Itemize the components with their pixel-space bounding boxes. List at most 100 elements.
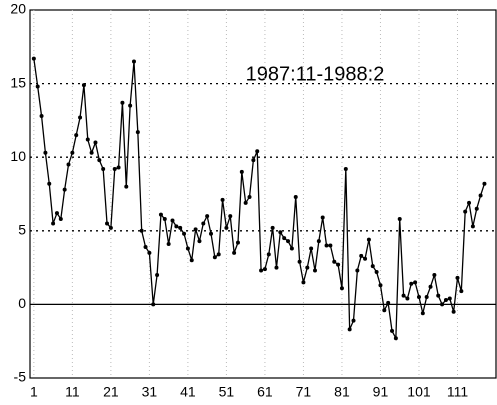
- marker: [182, 231, 187, 236]
- x-tick-label: 81: [334, 384, 350, 400]
- marker: [347, 327, 352, 332]
- marker: [131, 59, 136, 64]
- x-tick-label: 91: [373, 384, 389, 400]
- y-tick-label: -5: [14, 369, 27, 385]
- marker: [405, 296, 410, 301]
- marker: [416, 295, 421, 300]
- marker: [312, 268, 317, 273]
- marker: [309, 246, 314, 251]
- marker: [413, 280, 418, 285]
- x-tick-label: 101: [407, 384, 431, 400]
- marker: [108, 225, 113, 230]
- marker: [255, 149, 260, 154]
- marker: [239, 169, 244, 174]
- marker: [482, 181, 487, 186]
- marker: [143, 244, 148, 249]
- marker: [78, 115, 83, 120]
- marker: [128, 103, 133, 108]
- marker: [390, 328, 395, 333]
- marker: [197, 239, 202, 244]
- marker: [289, 246, 294, 251]
- marker: [81, 83, 86, 88]
- marker: [54, 211, 59, 216]
- marker: [216, 252, 221, 257]
- y-tick-label: 5: [18, 222, 26, 238]
- marker: [70, 150, 75, 155]
- line: [33, 58, 486, 341]
- marker: [409, 281, 414, 286]
- marker: [470, 224, 475, 229]
- marker: [436, 293, 441, 298]
- y-tick-label: 10: [10, 148, 26, 164]
- marker: [224, 225, 229, 230]
- marker: [243, 200, 248, 205]
- marker: [274, 265, 279, 270]
- x-tick-label: 21: [103, 384, 119, 400]
- marker: [474, 206, 479, 211]
- marker: [201, 221, 206, 226]
- marker: [363, 256, 368, 261]
- marker: [432, 272, 437, 277]
- x-tick-label: 11: [65, 384, 80, 400]
- plot-frame: [29, 9, 497, 379]
- marker: [189, 258, 194, 263]
- marker: [351, 318, 356, 323]
- marker: [397, 217, 402, 222]
- marker: [155, 272, 160, 277]
- marker: [370, 264, 375, 269]
- marker: [162, 217, 167, 222]
- x-tick-label: 51: [219, 384, 235, 400]
- x-tick-label: 31: [142, 384, 158, 400]
- marker: [166, 242, 171, 247]
- marker: [31, 56, 36, 61]
- marker: [305, 265, 310, 270]
- marker: [120, 100, 125, 105]
- marker: [332, 259, 337, 264]
- marker: [262, 267, 267, 272]
- marker: [336, 262, 341, 267]
- marker: [451, 309, 456, 314]
- marker: [359, 253, 364, 258]
- x-tick-label: 1: [30, 384, 38, 400]
- marker: [205, 214, 210, 219]
- marker: [455, 275, 460, 280]
- marker: [355, 268, 360, 273]
- marker: [316, 239, 321, 244]
- y-tick-label: 20: [10, 1, 26, 17]
- marker: [58, 217, 63, 222]
- marker: [386, 300, 391, 305]
- marker: [443, 297, 448, 302]
- marker: [39, 113, 44, 118]
- marker: [185, 246, 190, 251]
- marker: [382, 308, 387, 313]
- marker: [478, 193, 483, 198]
- marker: [440, 302, 445, 307]
- annotation: 1987:11-1988:2: [246, 63, 385, 85]
- marker: [47, 181, 52, 186]
- marker: [428, 284, 433, 289]
- marker: [74, 133, 79, 138]
- marker: [116, 165, 121, 170]
- marker: [301, 280, 306, 285]
- marker: [282, 236, 287, 241]
- marker: [174, 224, 179, 229]
- marker: [270, 225, 275, 230]
- marker: [420, 311, 425, 316]
- marker: [447, 296, 452, 301]
- marker: [170, 218, 175, 223]
- marker: [228, 214, 233, 219]
- y-tick-label: 0: [18, 295, 26, 311]
- marker: [124, 184, 129, 189]
- marker: [209, 231, 214, 236]
- x-tick-label: 111: [447, 384, 468, 400]
- marker: [66, 162, 71, 167]
- marker: [35, 84, 40, 89]
- marker: [105, 221, 110, 226]
- marker: [324, 243, 329, 248]
- marker: [266, 252, 271, 257]
- marker: [232, 250, 237, 255]
- marker: [328, 243, 333, 248]
- marker: [178, 225, 183, 230]
- marker: [85, 137, 90, 142]
